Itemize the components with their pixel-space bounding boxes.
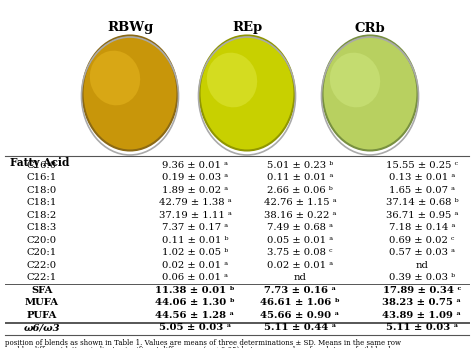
Text: 0.57 ± 0.03 ᵃ: 0.57 ± 0.03 ᵃ xyxy=(389,248,455,257)
Text: 37.14 ± 0.68 ᵇ: 37.14 ± 0.68 ᵇ xyxy=(386,198,458,207)
Text: 5.05 ± 0.03 ᵃ: 5.05 ± 0.03 ᵃ xyxy=(159,323,231,332)
Text: CRb: CRb xyxy=(355,22,385,34)
Text: ω6/ω3: ω6/ω3 xyxy=(24,323,60,332)
Text: nd: nd xyxy=(293,273,306,282)
Text: 1.02 ± 0.05 ᵇ: 1.02 ± 0.05 ᵇ xyxy=(162,248,228,257)
Ellipse shape xyxy=(322,35,418,150)
Text: 0.02 ± 0.01 ᵃ: 0.02 ± 0.01 ᵃ xyxy=(267,261,333,270)
Text: 0.11 ± 0.01 ᵇ: 0.11 ± 0.01 ᵇ xyxy=(162,236,228,245)
Text: 38.23 ± 0.75 ᵃ: 38.23 ± 0.75 ᵃ xyxy=(383,298,462,307)
Text: 5.01 ± 0.23 ᵇ: 5.01 ± 0.23 ᵇ xyxy=(267,161,333,170)
Ellipse shape xyxy=(330,53,380,107)
Text: 1.65 ± 0.07 ᵃ: 1.65 ± 0.07 ᵃ xyxy=(389,186,455,195)
Text: C22:0: C22:0 xyxy=(27,261,57,270)
Text: 15.55 ± 0.25 ᶜ: 15.55 ± 0.25 ᶜ xyxy=(386,161,458,170)
Text: 7.49 ± 0.68 ᵃ: 7.49 ± 0.68 ᵃ xyxy=(267,223,333,232)
Text: 0.69 ± 0.02 ᶜ: 0.69 ± 0.02 ᶜ xyxy=(389,236,455,245)
Text: 44.56 ± 1.28 ᵃ: 44.56 ± 1.28 ᵃ xyxy=(155,311,235,320)
Text: 42.76 ± 1.15 ᵃ: 42.76 ± 1.15 ᵃ xyxy=(264,198,337,207)
Text: 5.11 ± 0.03 ᵃ: 5.11 ± 0.03 ᵃ xyxy=(386,323,458,332)
Text: 7.18 ± 0.14 ᵃ: 7.18 ± 0.14 ᵃ xyxy=(389,223,455,232)
Text: 17.89 ± 0.34 ᶜ: 17.89 ± 0.34 ᶜ xyxy=(383,286,461,295)
Text: 3.75 ± 0.08 ᶜ: 3.75 ± 0.08 ᶜ xyxy=(267,248,333,257)
Text: C18:0: C18:0 xyxy=(27,186,57,195)
Text: MUFA: MUFA xyxy=(25,298,59,307)
Text: 0.06 ± 0.01 ᵃ: 0.06 ± 0.01 ᵃ xyxy=(162,273,228,282)
Text: 46.61 ± 1.06 ᵇ: 46.61 ± 1.06 ᵇ xyxy=(260,298,340,307)
Text: 7.37 ± 0.17 ᵃ: 7.37 ± 0.17 ᵃ xyxy=(162,223,228,232)
Text: 0.11 ± 0.01 ᵃ: 0.11 ± 0.01 ᵃ xyxy=(267,173,333,182)
Ellipse shape xyxy=(200,35,294,150)
Text: nd: nd xyxy=(416,261,428,270)
Text: 0.13 ± 0.01 ᵃ: 0.13 ± 0.01 ᵃ xyxy=(389,173,455,182)
Text: C18:3: C18:3 xyxy=(27,223,57,232)
Ellipse shape xyxy=(82,35,177,150)
Text: 37.19 ± 1.11 ᵃ: 37.19 ± 1.11 ᵃ xyxy=(159,211,231,220)
Text: 5.11 ± 0.44 ᵃ: 5.11 ± 0.44 ᵃ xyxy=(264,323,336,332)
Text: 0.02 ± 0.01 ᵃ: 0.02 ± 0.01 ᵃ xyxy=(162,261,228,270)
Text: wed by different letters indicate significant differences (p < 0.05) between sam: wed by different letters indicate signif… xyxy=(5,346,393,348)
Text: 1.89 ± 0.02 ᵃ: 1.89 ± 0.02 ᵃ xyxy=(162,186,228,195)
Text: 2.66 ± 0.06 ᵇ: 2.66 ± 0.06 ᵇ xyxy=(267,186,333,195)
Text: 36.71 ± 0.95 ᵃ: 36.71 ± 0.95 ᵃ xyxy=(386,211,458,220)
Text: 7.73 ± 0.16 ᵃ: 7.73 ± 0.16 ᵃ xyxy=(264,286,336,295)
Text: position of blends as shown in Table 1. Values are means of three determinations: position of blends as shown in Table 1. … xyxy=(5,339,401,347)
Text: 44.06 ± 1.30 ᵇ: 44.06 ± 1.30 ᵇ xyxy=(155,298,235,307)
Text: 45.66 ± 0.90 ᵃ: 45.66 ± 0.90 ᵃ xyxy=(260,311,340,320)
Text: C16:0: C16:0 xyxy=(27,161,57,170)
Text: C16:1: C16:1 xyxy=(27,173,57,182)
Text: SFA: SFA xyxy=(31,286,53,295)
Text: 0.39 ± 0.03 ᵇ: 0.39 ± 0.03 ᵇ xyxy=(389,273,455,282)
Text: C20:1: C20:1 xyxy=(27,248,57,257)
Text: C22:1: C22:1 xyxy=(27,273,57,282)
Text: C20:0: C20:0 xyxy=(27,236,57,245)
Text: REp: REp xyxy=(232,22,262,34)
Text: C18:1: C18:1 xyxy=(27,198,57,207)
Text: 42.79 ± 1.38 ᵃ: 42.79 ± 1.38 ᵃ xyxy=(159,198,231,207)
Text: Fatty Acid: Fatty Acid xyxy=(10,157,69,167)
Text: 0.19 ± 0.03 ᵃ: 0.19 ± 0.03 ᵃ xyxy=(162,173,228,182)
Text: 38.16 ± 0.22 ᵃ: 38.16 ± 0.22 ᵃ xyxy=(264,211,336,220)
Text: 0.05 ± 0.01 ᵃ: 0.05 ± 0.01 ᵃ xyxy=(267,236,333,245)
Text: 9.36 ± 0.01 ᵃ: 9.36 ± 0.01 ᵃ xyxy=(162,161,228,170)
Ellipse shape xyxy=(207,53,257,107)
Ellipse shape xyxy=(90,51,140,105)
Text: C18:2: C18:2 xyxy=(27,211,57,220)
Text: PUFA: PUFA xyxy=(27,311,57,320)
Text: RBWg: RBWg xyxy=(107,22,153,34)
Text: 43.89 ± 1.09 ᵃ: 43.89 ± 1.09 ᵃ xyxy=(383,311,462,320)
Text: 11.38 ± 0.01 ᵇ: 11.38 ± 0.01 ᵇ xyxy=(155,286,235,295)
